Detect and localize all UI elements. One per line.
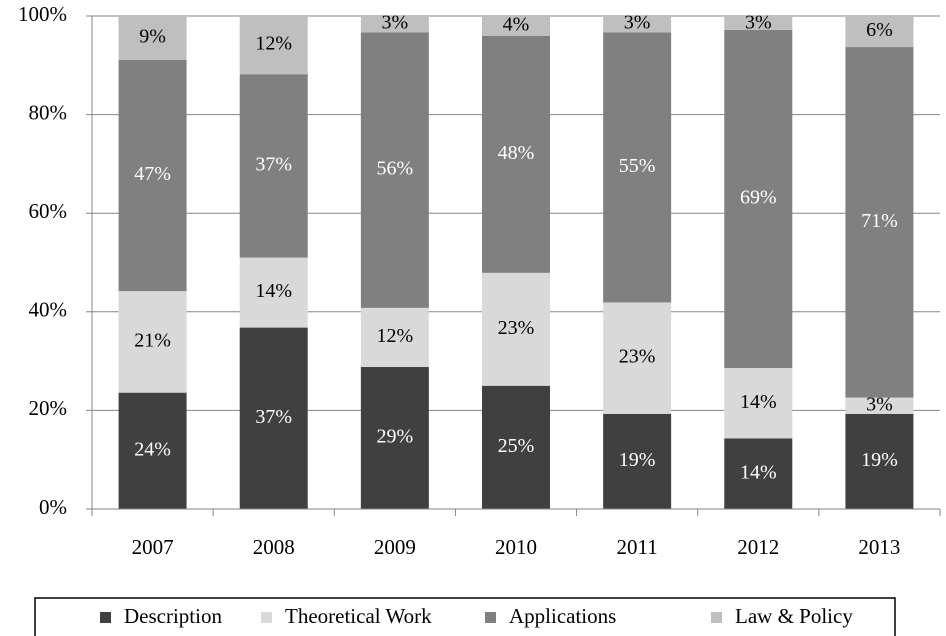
data-label: 25% bbox=[498, 435, 535, 457]
legend-marker bbox=[261, 612, 272, 623]
bar-segment bbox=[239, 74, 308, 258]
bar-segment bbox=[360, 307, 429, 368]
bar-segment bbox=[360, 367, 429, 509]
bar-segment bbox=[239, 16, 308, 75]
bar-segment bbox=[845, 397, 914, 414]
bar-segment bbox=[724, 438, 793, 509]
bar-segment bbox=[482, 385, 550, 509]
data-label: 37% bbox=[255, 406, 292, 428]
data-label: 6% bbox=[866, 19, 893, 41]
data-label: 23% bbox=[498, 317, 535, 339]
x-tick-label: 2012 bbox=[737, 535, 779, 559]
data-label: 48% bbox=[498, 142, 535, 164]
legend-label: Law & Policy bbox=[735, 604, 853, 628]
data-label: 55% bbox=[619, 155, 656, 177]
bar-segment bbox=[360, 16, 429, 33]
data-label: 4% bbox=[503, 13, 530, 35]
legend-marker bbox=[711, 612, 722, 623]
x-tick-label: 2011 bbox=[617, 535, 658, 559]
bar-segment bbox=[845, 16, 914, 48]
legend-label: Theoretical Work bbox=[285, 604, 432, 628]
y-tick-label: 40% bbox=[29, 298, 68, 322]
y-tick-label: 100% bbox=[18, 2, 67, 26]
data-label: 19% bbox=[861, 449, 898, 471]
data-label: 47% bbox=[134, 163, 171, 185]
bar-segment bbox=[603, 413, 672, 509]
data-label: 71% bbox=[861, 210, 898, 232]
legend-marker bbox=[100, 612, 111, 623]
bar-segment bbox=[603, 302, 672, 414]
bar-segment bbox=[118, 59, 187, 292]
x-tick-label: 2009 bbox=[374, 535, 416, 559]
bar-segment bbox=[724, 368, 793, 439]
bar-segment bbox=[603, 16, 672, 33]
data-label: 24% bbox=[134, 438, 171, 460]
bar-segment bbox=[482, 272, 550, 386]
data-label: 14% bbox=[255, 280, 292, 302]
data-label: 3% bbox=[866, 393, 893, 415]
data-label: 3% bbox=[382, 12, 409, 34]
bar-segment bbox=[118, 16, 187, 60]
data-label: 69% bbox=[740, 186, 777, 208]
y-tick-label: 80% bbox=[29, 100, 68, 124]
bar-segment bbox=[118, 392, 187, 509]
x-tick-label: 2010 bbox=[495, 535, 537, 559]
bar-segment bbox=[845, 47, 914, 398]
data-label: 19% bbox=[619, 449, 656, 471]
data-label: 21% bbox=[134, 329, 171, 351]
data-label: 3% bbox=[745, 12, 772, 34]
data-label: 9% bbox=[139, 26, 166, 48]
x-tick-label: 2013 bbox=[858, 535, 900, 559]
x-tick-label: 2008 bbox=[253, 535, 295, 559]
data-label: 12% bbox=[377, 325, 414, 347]
legend-label: Description bbox=[124, 604, 222, 628]
bar-segment bbox=[118, 291, 187, 393]
data-label: 14% bbox=[740, 391, 777, 413]
y-tick-label: 0% bbox=[39, 495, 67, 519]
bar-segment bbox=[360, 32, 429, 308]
y-tick-label: 20% bbox=[29, 396, 68, 420]
data-label: 23% bbox=[619, 346, 656, 368]
bar-segment bbox=[239, 327, 308, 509]
bar-segment bbox=[724, 16, 793, 30]
data-label: 3% bbox=[624, 12, 651, 34]
data-label: 14% bbox=[740, 461, 777, 483]
legend-box bbox=[34, 597, 896, 636]
bar-segment bbox=[724, 29, 793, 369]
bar-segment bbox=[482, 35, 550, 273]
bar-segment bbox=[239, 257, 308, 328]
data-label: 12% bbox=[255, 33, 292, 55]
data-label: 29% bbox=[377, 426, 414, 448]
bar-segment bbox=[603, 32, 672, 303]
data-label: 37% bbox=[255, 153, 292, 175]
legend-label: Applications bbox=[509, 604, 616, 628]
y-tick-label: 60% bbox=[29, 199, 68, 223]
bar-segment bbox=[482, 16, 550, 36]
x-tick-label: 2007 bbox=[132, 535, 174, 559]
legend-marker bbox=[485, 612, 496, 623]
bar-segment bbox=[845, 413, 914, 509]
data-label: 56% bbox=[377, 158, 414, 180]
